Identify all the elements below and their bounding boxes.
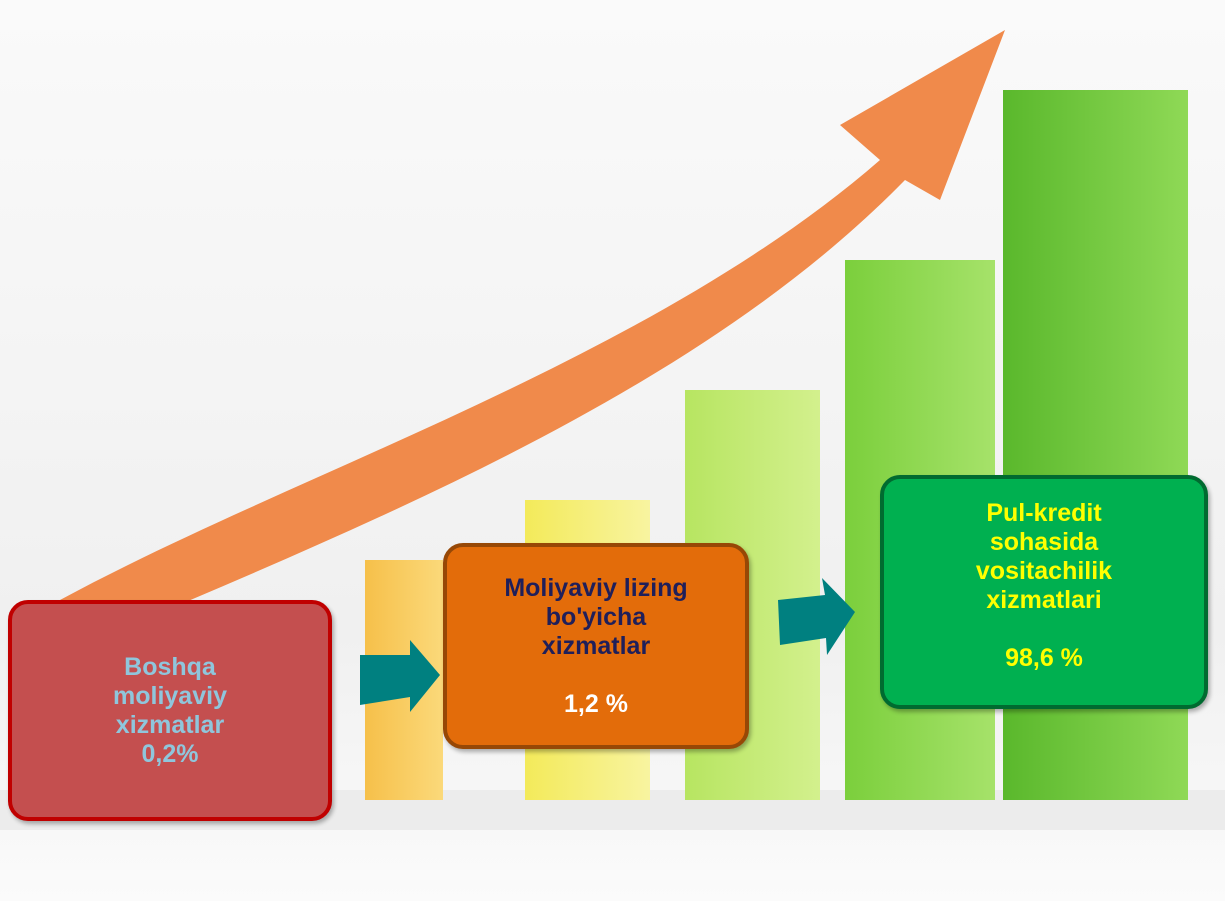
box-line: Boshqa xyxy=(124,652,216,681)
box-line: moliyaviy xyxy=(113,681,227,710)
box: Boshqa moliyaviy xizmatlar 0,2% xyxy=(8,600,332,821)
box-line: Moliyaviy lizing xyxy=(504,573,688,602)
box-line: Pul-kredit xyxy=(986,499,1102,527)
step-arrow xyxy=(360,640,440,712)
box-line: bo'yicha xyxy=(545,602,647,631)
box-line: 0,2% xyxy=(141,739,199,768)
box-line: sohasida xyxy=(989,528,1099,556)
box-line: xizmatlar xyxy=(541,631,651,660)
growth-arrow xyxy=(60,30,1005,650)
box-value: 98,6 % xyxy=(1005,644,1083,672)
step-arrow xyxy=(778,578,855,655)
box-line: xizmatlari xyxy=(986,586,1102,614)
box: Moliyaviy lizing bo'yicha xizmatlar 1,2 … xyxy=(443,543,749,749)
box-value: 1,2 % xyxy=(564,689,628,718)
box-line: xizmatlar xyxy=(115,710,225,739)
box: Pul-kredit sohasida vositachilik xizmatl… xyxy=(880,475,1208,709)
box-line: vositachilik xyxy=(975,557,1113,585)
